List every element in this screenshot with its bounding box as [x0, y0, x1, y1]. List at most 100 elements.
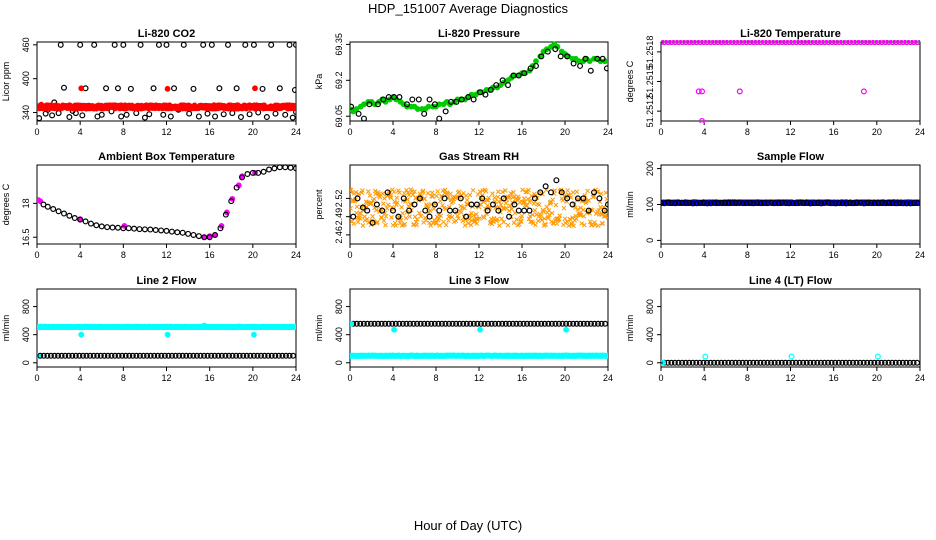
data-point — [353, 320, 360, 327]
data-point — [403, 215, 409, 221]
data-point — [531, 201, 537, 206]
data-point — [427, 220, 432, 226]
data-point — [519, 213, 525, 219]
data-point — [582, 192, 588, 198]
data-point — [426, 96, 433, 103]
data-point — [236, 352, 243, 359]
data-point — [423, 218, 429, 223]
data-point — [707, 359, 714, 366]
data-point — [788, 353, 795, 360]
data-point — [839, 40, 846, 45]
data-point — [380, 96, 387, 103]
data-point — [482, 215, 487, 220]
panel-title: Ambient Box Temperature — [98, 151, 235, 163]
data-point — [360, 188, 365, 193]
x-tick-label: 8 — [121, 373, 126, 383]
data-point — [482, 91, 489, 98]
data-point — [821, 40, 828, 45]
data-point — [552, 320, 559, 327]
x-tick-label: 20 — [248, 127, 258, 137]
data-point — [810, 359, 817, 366]
data-point — [736, 359, 743, 366]
data-point — [857, 199, 864, 206]
data-point — [382, 196, 387, 201]
data-point — [399, 320, 406, 327]
y-tick-label: 800 — [21, 299, 31, 314]
data-point — [846, 199, 853, 206]
data-point — [421, 320, 428, 327]
data-point — [526, 207, 533, 214]
data-point — [699, 88, 706, 95]
data-point — [591, 189, 598, 196]
data-point — [133, 352, 140, 359]
data-point — [393, 223, 399, 228]
data-point — [367, 320, 374, 327]
data-point — [718, 199, 725, 206]
data-point — [470, 96, 477, 103]
points-layer — [350, 177, 608, 229]
data-point — [111, 41, 118, 48]
data-point — [141, 226, 148, 233]
data-point — [553, 202, 559, 208]
data-point — [293, 165, 296, 172]
data-point — [158, 227, 165, 234]
data-point — [83, 352, 90, 359]
panel-title: Gas Stream RH — [439, 151, 519, 163]
data-point — [400, 211, 406, 216]
data-point — [204, 110, 211, 117]
data-point — [538, 320, 545, 327]
data-point — [201, 352, 208, 359]
data-point — [154, 352, 161, 359]
data-point — [421, 110, 428, 117]
data-point — [665, 40, 672, 45]
data-point — [682, 359, 689, 366]
data-point — [436, 207, 443, 214]
x-tick-label: 16 — [829, 127, 839, 137]
data-point — [523, 189, 529, 195]
data-point — [350, 103, 355, 110]
data-point — [254, 352, 261, 359]
points-layer — [350, 320, 608, 359]
data-point — [211, 102, 217, 109]
data-point — [566, 320, 573, 327]
data-point — [520, 187, 525, 193]
data-point — [789, 40, 796, 45]
data-point — [127, 85, 134, 92]
data-point — [682, 200, 689, 207]
data-point — [418, 213, 424, 219]
data-point — [409, 96, 416, 103]
data-point — [396, 320, 403, 327]
data-point — [690, 200, 697, 207]
x-tick-label: 16 — [517, 373, 527, 383]
data-point — [671, 359, 678, 366]
data-point — [893, 200, 900, 207]
data-point — [161, 352, 168, 359]
data-point — [385, 202, 391, 208]
data-point — [293, 108, 296, 115]
data-point — [786, 200, 793, 207]
panel-6: Sample Flow ml/min 0 4 8 12 16 20 24 0 100 200 — [625, 151, 925, 260]
data-point — [360, 320, 367, 327]
data-point — [889, 359, 896, 366]
data-point — [775, 40, 782, 45]
x-tick-label: 16 — [517, 127, 527, 137]
data-point — [570, 190, 576, 195]
data-point — [137, 41, 144, 48]
data-point — [599, 212, 604, 217]
data-point — [896, 40, 903, 45]
data-point — [410, 320, 417, 327]
data-point — [38, 101, 45, 108]
data-point — [172, 352, 179, 359]
data-point — [488, 320, 495, 327]
x-tick-label: 20 — [872, 373, 882, 383]
data-point — [247, 352, 254, 359]
data-point — [602, 320, 608, 327]
y-tick-label: 69.35 — [334, 33, 344, 56]
data-point — [584, 320, 591, 327]
data-point — [736, 40, 743, 45]
data-point — [47, 352, 54, 359]
data-point — [424, 320, 431, 327]
data-point — [453, 98, 460, 105]
data-point — [604, 208, 608, 213]
